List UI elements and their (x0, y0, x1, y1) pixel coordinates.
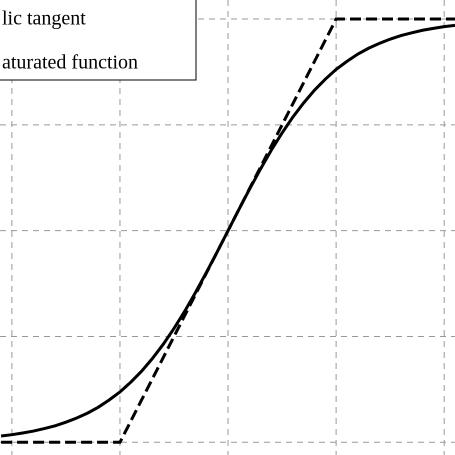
legend-box (0, 0, 197, 81)
legend-label: aturated function (2, 52, 138, 74)
series-line (1, 17, 455, 444)
legend-label: lic tangent (2, 8, 86, 30)
